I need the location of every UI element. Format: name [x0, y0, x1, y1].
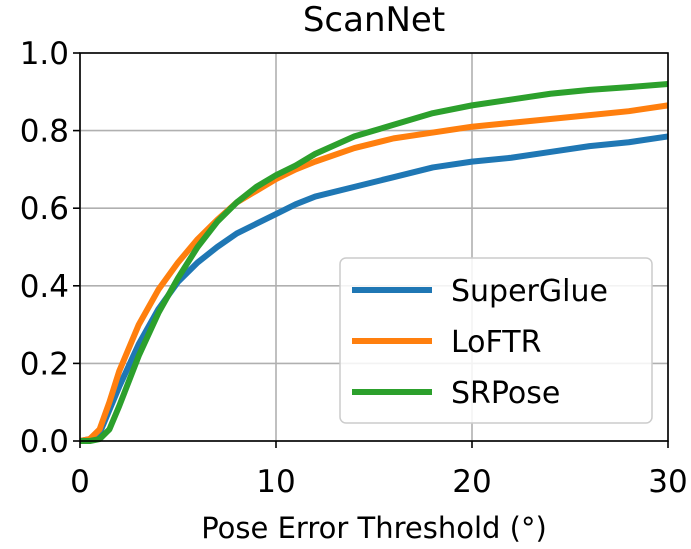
x-axis: 0 10 20 30: [70, 441, 688, 500]
legend-label-loftr: LoFTR: [451, 325, 541, 360]
x-tick-label: 10: [256, 464, 295, 500]
legend-label-superglue: SuperGlue: [451, 274, 608, 309]
x-axis-label: Pose Error Threshold (°): [201, 511, 547, 545]
chart-title: ScanNet: [303, 0, 445, 40]
legend: SuperGlue LoFTR SRPose: [339, 257, 653, 424]
y-tick-label: 0.2: [20, 346, 69, 382]
series-layer: [79, 81, 669, 444]
x-tick-label: 0: [70, 464, 90, 500]
y-tick-label: 0.0: [20, 424, 69, 460]
plot-frame: [79, 52, 669, 442]
y-axis: 0.0 0.2 0.4 0.6 0.8 1.0: [20, 36, 80, 460]
y-tick-label: 0.6: [20, 191, 69, 227]
series-line-srpose: [80, 81, 669, 444]
legend-box: [339, 257, 653, 424]
y-tick-label: 0.8: [20, 114, 69, 150]
x-tick-label: 20: [452, 464, 491, 500]
y-tick-label: 0.4: [20, 269, 69, 305]
y-tick-label: 1.0: [20, 36, 69, 72]
series-line-superglue: [79, 133, 669, 444]
x-tick-label: 30: [648, 464, 687, 500]
legend-label-srpose: SRPose: [451, 376, 560, 411]
series-line-loftr: [79, 102, 669, 444]
